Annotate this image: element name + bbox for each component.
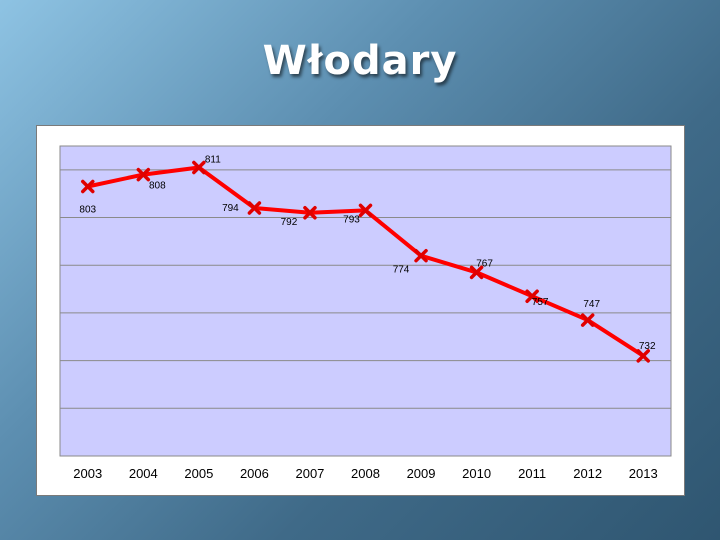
data-point bbox=[192, 160, 206, 175]
data-markers bbox=[81, 160, 650, 363]
data-label: 794 bbox=[222, 203, 239, 214]
data-label: 767 bbox=[476, 258, 493, 269]
data-label: 774 bbox=[393, 265, 410, 276]
data-label: 793 bbox=[343, 214, 360, 225]
x-tick-label: 2006 bbox=[240, 466, 269, 481]
x-tick-label: 2004 bbox=[129, 466, 158, 481]
x-tick-label: 2009 bbox=[407, 466, 436, 481]
data-point bbox=[358, 203, 373, 218]
slide-title: Włodary bbox=[262, 38, 458, 84]
data-point bbox=[525, 289, 539, 303]
x-tick-label: 2013 bbox=[629, 466, 658, 481]
x-tick-label: 2005 bbox=[184, 466, 213, 481]
x-tick-label: 2012 bbox=[573, 466, 602, 481]
x-tick-label: 2010 bbox=[462, 466, 491, 481]
data-point bbox=[414, 248, 428, 263]
data-label: 732 bbox=[639, 341, 656, 352]
line-chart: 2003 2004 2005 2006 2007 2008 2009 2010 2011 2012… bbox=[59, 145, 672, 481]
data-label: 792 bbox=[281, 217, 298, 228]
x-tick-label: 2008 bbox=[351, 466, 380, 481]
data-label: 747 bbox=[583, 299, 600, 310]
data-label: 803 bbox=[79, 205, 96, 216]
data-point bbox=[247, 201, 262, 215]
data-label: 808 bbox=[149, 181, 166, 192]
data-point bbox=[136, 167, 151, 182]
chart-area: 2003 2004 2005 2006 2007 2008 2009 2010 2011 2012… bbox=[36, 125, 685, 496]
plot-area bbox=[59, 145, 672, 457]
data-label: 811 bbox=[205, 154, 221, 165]
data-point bbox=[469, 265, 484, 280]
x-tick-label: 2003 bbox=[73, 466, 102, 481]
gridlines bbox=[60, 145, 671, 457]
x-tick-label: 2007 bbox=[295, 466, 324, 481]
data-point bbox=[303, 206, 317, 220]
data-point bbox=[636, 349, 650, 363]
x-axis-tick-labels: 2003 2004 2005 2006 2007 2008 2009 2010 2011 2012… bbox=[73, 466, 657, 481]
data-label: 757 bbox=[532, 297, 549, 308]
x-tick-label: 2011 bbox=[518, 466, 546, 481]
data-labels: 803 808 811 794 792 793 774 767 757 747 732 bbox=[79, 154, 656, 351]
data-point bbox=[580, 313, 595, 327]
data-point bbox=[81, 179, 95, 194]
